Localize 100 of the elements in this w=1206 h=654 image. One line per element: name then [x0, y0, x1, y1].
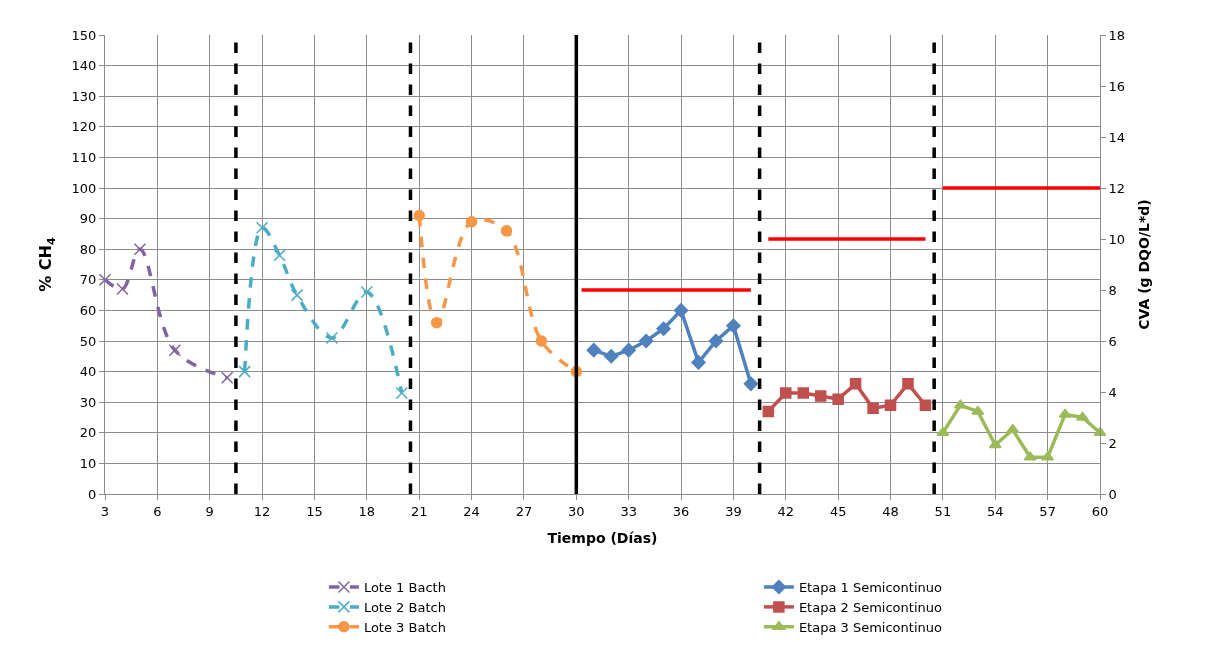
point [1076, 411, 1090, 421]
legend-label: Lote 2 Batch [363, 599, 446, 615]
x-tick-label: 9 [205, 503, 214, 519]
y-tick-label: 30 [79, 394, 97, 410]
x-tick-label: 48 [882, 503, 899, 519]
y-tick-label: 40 [79, 364, 97, 380]
legend-label: Etapa 2 Semicontinuo [798, 599, 942, 615]
point [867, 402, 879, 415]
point [971, 405, 985, 415]
x-tick-label: 27 [515, 503, 533, 519]
y-tick-label: 80 [79, 241, 97, 257]
y2-tick-label: 14 [1108, 129, 1126, 145]
point [656, 321, 671, 337]
x-tick-label: 18 [358, 503, 376, 519]
y2-tick-label: 0 [1108, 486, 1117, 502]
y-tick-label: 140 [71, 58, 97, 74]
x-tick-label: 21 [410, 503, 428, 519]
point [849, 378, 862, 390]
point [500, 225, 513, 237]
point [586, 342, 602, 358]
y-tick-label: 130 [71, 88, 97, 104]
point [621, 342, 636, 358]
point [902, 378, 914, 390]
point [413, 209, 425, 222]
y2-tick-label: 6 [1108, 333, 1117, 349]
point [1006, 423, 1020, 433]
point [535, 335, 548, 347]
point [988, 439, 1002, 449]
y-tick-label: 90 [79, 211, 97, 227]
x-axis-title: Tiempo (Días) [547, 529, 658, 546]
y-tick-label: 150 [71, 27, 97, 43]
y2-tick-label: 16 [1108, 78, 1126, 94]
point [395, 386, 408, 400]
x-tick-label: 3 [100, 503, 110, 519]
x-tick-label: 30 [568, 503, 585, 519]
y2-tick-label: 2 [1108, 435, 1117, 451]
point [255, 221, 269, 235]
point [465, 215, 478, 228]
legend-label: Lote 1 Bacth [363, 580, 446, 596]
y-tick-label: 100 [71, 180, 97, 196]
point [638, 333, 654, 349]
point [360, 285, 374, 299]
point [884, 399, 897, 412]
y-tick-label: 70 [79, 272, 97, 288]
point [762, 405, 775, 418]
point [290, 288, 304, 302]
x-tick-label: 57 [1039, 503, 1056, 519]
x-tick-label: 12 [253, 503, 271, 519]
point [238, 365, 251, 378]
y-tick-label: 50 [79, 333, 97, 349]
point [673, 303, 689, 318]
y-tick-label: 0 [88, 486, 97, 502]
point [780, 387, 792, 399]
y-tick-label: 120 [71, 119, 97, 135]
point [273, 249, 286, 262]
y2-tick-label: 10 [1108, 231, 1126, 247]
y-tick-label: 10 [79, 455, 97, 471]
point [919, 399, 932, 412]
point [133, 242, 147, 256]
point [168, 343, 182, 357]
point [1041, 451, 1055, 461]
point [726, 318, 741, 333]
x-tick-label: 15 [306, 503, 323, 519]
x-tick-label: 60 [1091, 503, 1109, 519]
y-tick-label: 60 [79, 302, 97, 318]
point [603, 349, 619, 364]
y2-tick-label: 8 [1108, 282, 1117, 298]
y2-axis-title: CVA (g DQO/L*d) [1136, 199, 1153, 330]
y2-tick-label: 4 [1108, 384, 1117, 400]
point [832, 393, 844, 405]
point [98, 273, 112, 287]
x-tick-label: 51 [934, 503, 952, 519]
x-tick-label: 42 [777, 503, 795, 519]
x-tick-label: 36 [672, 503, 690, 519]
point [743, 376, 759, 392]
point [116, 282, 129, 296]
legend-label: Etapa 3 Semicontinuo [798, 619, 942, 635]
point [953, 399, 967, 409]
x-tick-label: 39 [725, 503, 742, 519]
point [220, 371, 234, 384]
point [325, 331, 339, 345]
point [797, 387, 809, 399]
point [936, 427, 950, 437]
y-tick-label: 110 [71, 149, 97, 165]
point [430, 316, 443, 329]
y2-tick-label: 18 [1108, 27, 1126, 43]
point [1023, 451, 1037, 461]
x-tick-label: 45 [829, 503, 847, 519]
y2-tick-label: 12 [1108, 180, 1126, 196]
legend-label: Lote 3 Batch [363, 619, 446, 635]
point [691, 355, 706, 370]
x-tick-label: 24 [463, 503, 480, 519]
x-tick-label: 33 [620, 503, 637, 519]
point [814, 390, 827, 402]
y-tick-label: 20 [79, 425, 97, 441]
point [1058, 408, 1072, 418]
legend-label: Etapa 1 Semicontinuo [798, 580, 942, 596]
point [708, 333, 724, 349]
x-tick-label: 54 [986, 503, 1004, 519]
x-tick-label: 6 [153, 503, 162, 519]
